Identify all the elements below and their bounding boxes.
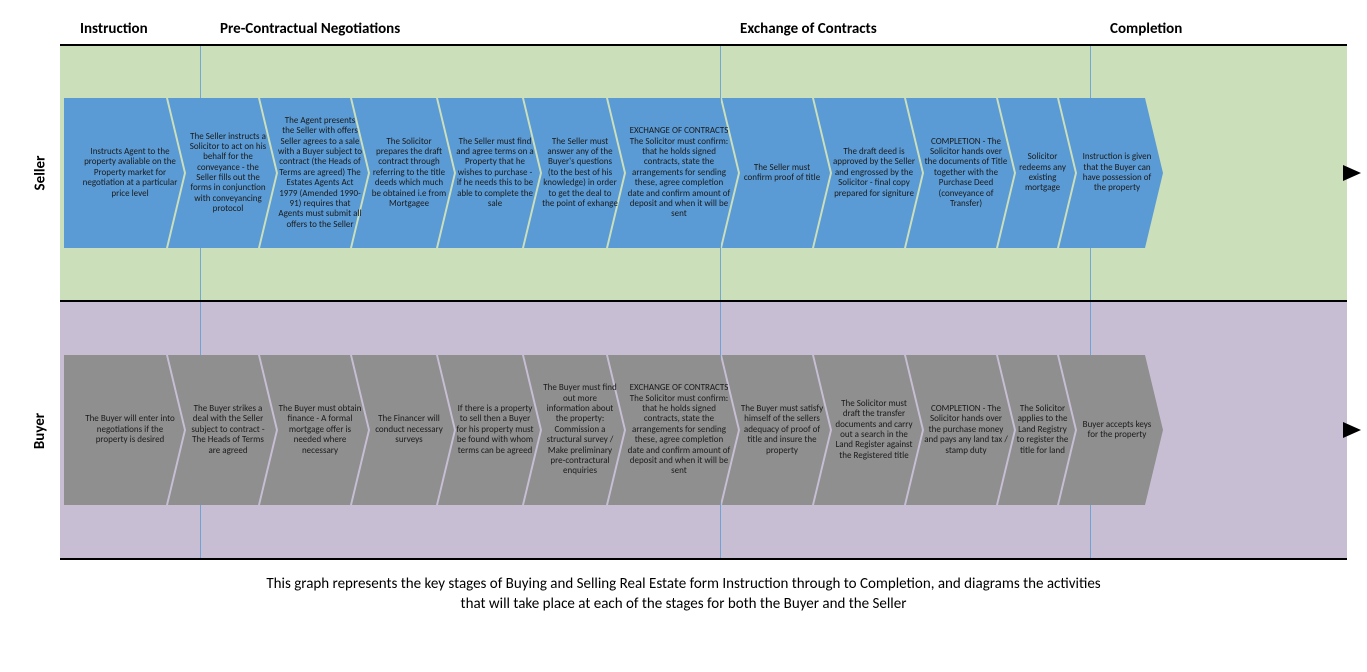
chevron-text: EXCHANGE OF CONTRACTS The Solicitor must…: [608, 383, 738, 476]
chevron-text: Instruction is given that the Buyer can …: [1059, 152, 1163, 193]
stage-header-precontract: Pre-Contractual Negotiations: [200, 20, 720, 38]
chevron-text: The Buyer will enter into negotiations i…: [64, 414, 184, 445]
stage-header-completion: Completion: [1090, 20, 1347, 38]
timeline-arrowhead-icon: [1343, 422, 1361, 438]
buyer-chevron: EXCHANGE OF CONTRACTS The Solicitor must…: [608, 355, 738, 505]
chevron-text: EXCHANGE OF CONTRACTS The Solicitor must…: [608, 126, 738, 219]
buyer-row: Buyer The Buyer will enter into negotiat…: [20, 302, 1347, 560]
buyer-chevron: The Buyer will enter into negotiations i…: [64, 355, 184, 505]
stage-headers: Instruction Pre-Contractual Negotiations…: [60, 20, 1347, 38]
seller-chevron-track: Instructs Agent to the property avaliabl…: [64, 98, 1163, 248]
buyer-chevron-track: The Buyer will enter into negotiations i…: [64, 355, 1163, 505]
seller-row: Seller Instructs Agent to the property a…: [20, 44, 1347, 302]
timeline-arrowhead-icon: [1343, 165, 1361, 181]
process-diagram: Instruction Pre-Contractual Negotiations…: [20, 20, 1347, 615]
stage-header-instruction: Instruction: [60, 20, 200, 38]
seller-chevron: EXCHANGE OF CONTRACTS The Solicitor must…: [608, 98, 738, 248]
caption-line-2: that will take place at each of the stag…: [461, 595, 907, 613]
chevron-text: Buyer accepts keys for the property: [1059, 420, 1163, 441]
caption-line-1: This graph represents the key stages of …: [266, 575, 1100, 593]
buyer-chevron: Buyer accepts keys for the property: [1059, 355, 1163, 505]
seller-row-label: Seller: [20, 44, 60, 302]
seller-chevron: Instruction is given that the Buyer can …: [1059, 98, 1163, 248]
diagram-caption: This graph represents the key stages of …: [60, 574, 1307, 615]
buyer-lane: The Buyer will enter into negotiations i…: [60, 302, 1347, 560]
stage-header-exchange: Exchange of Contracts: [720, 20, 1090, 38]
seller-lane: Instructs Agent to the property avaliabl…: [60, 44, 1347, 302]
seller-chevron: Instructs Agent to the property avaliabl…: [64, 98, 184, 248]
buyer-row-label: Buyer: [20, 302, 60, 560]
chevron-text: Instructs Agent to the property avaliabl…: [64, 147, 184, 199]
